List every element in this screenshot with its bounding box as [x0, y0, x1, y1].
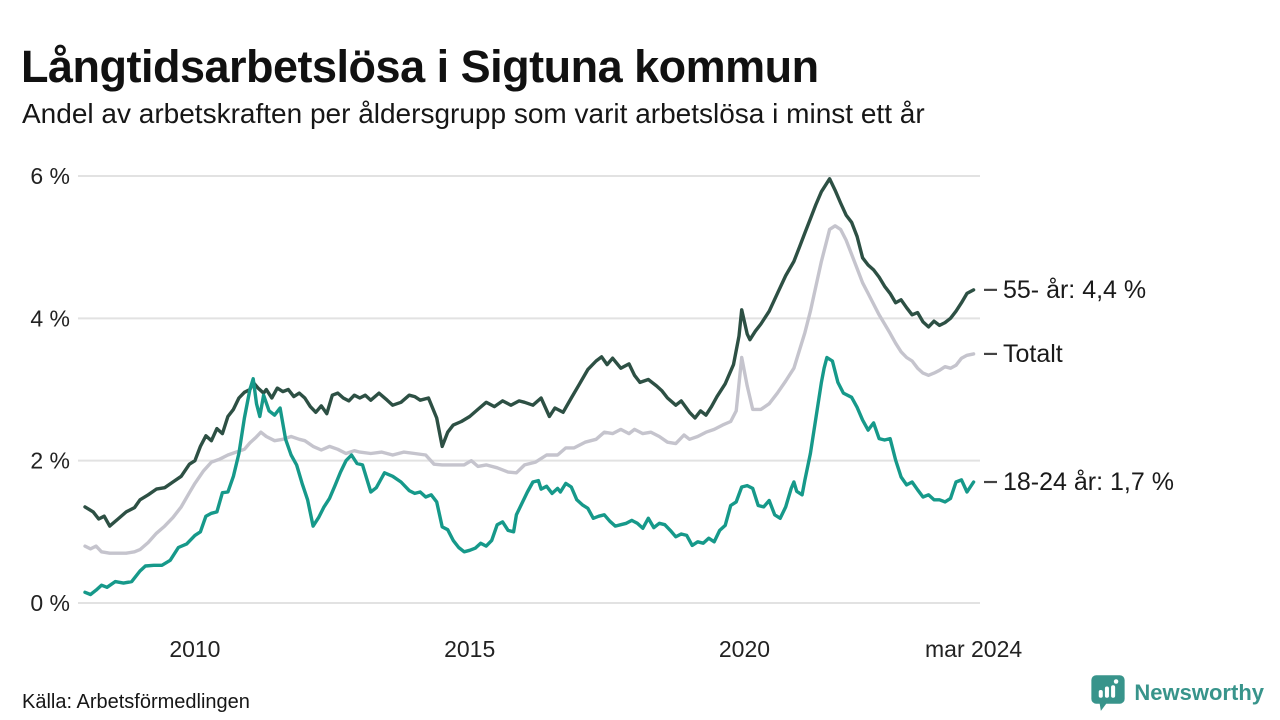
source-note: Källa: Arbetsförmedlingen	[22, 691, 250, 713]
annotation-label-18-24-r: 18-24 år: 1,7 %	[1003, 468, 1174, 496]
annotation-label-totalt: Totalt	[1003, 340, 1063, 368]
x-tick-2010: 2010	[169, 636, 220, 662]
y-tick-0: 0 %	[30, 590, 70, 616]
series-line-totalt	[83, 224, 976, 555]
x-tick-mar-2024: mar 2024	[925, 636, 1022, 662]
y-tick-2: 2 %	[30, 448, 70, 474]
newsworthy-icon	[1090, 674, 1126, 712]
annotation-label-55-r: 55- år: 4,4 %	[1003, 276, 1146, 304]
x-tick-2020: 2020	[719, 636, 770, 662]
page-subtitle: Andel av arbetskraften per åldersgrupp s…	[22, 98, 925, 129]
series-line-55-r	[83, 177, 976, 528]
y-tick-6: 6 %	[30, 163, 70, 189]
series-line-18-24-r	[83, 355, 976, 597]
y-tick-4: 4 %	[30, 305, 70, 331]
newsworthy-logo[interactable]: Newsworthy	[1090, 674, 1264, 712]
x-tick-2015: 2015	[444, 636, 495, 662]
newsworthy-wordmark: Newsworthy	[1134, 680, 1264, 705]
page-title: Långtidsarbetslösa i Sigtuna kommun	[21, 41, 819, 93]
